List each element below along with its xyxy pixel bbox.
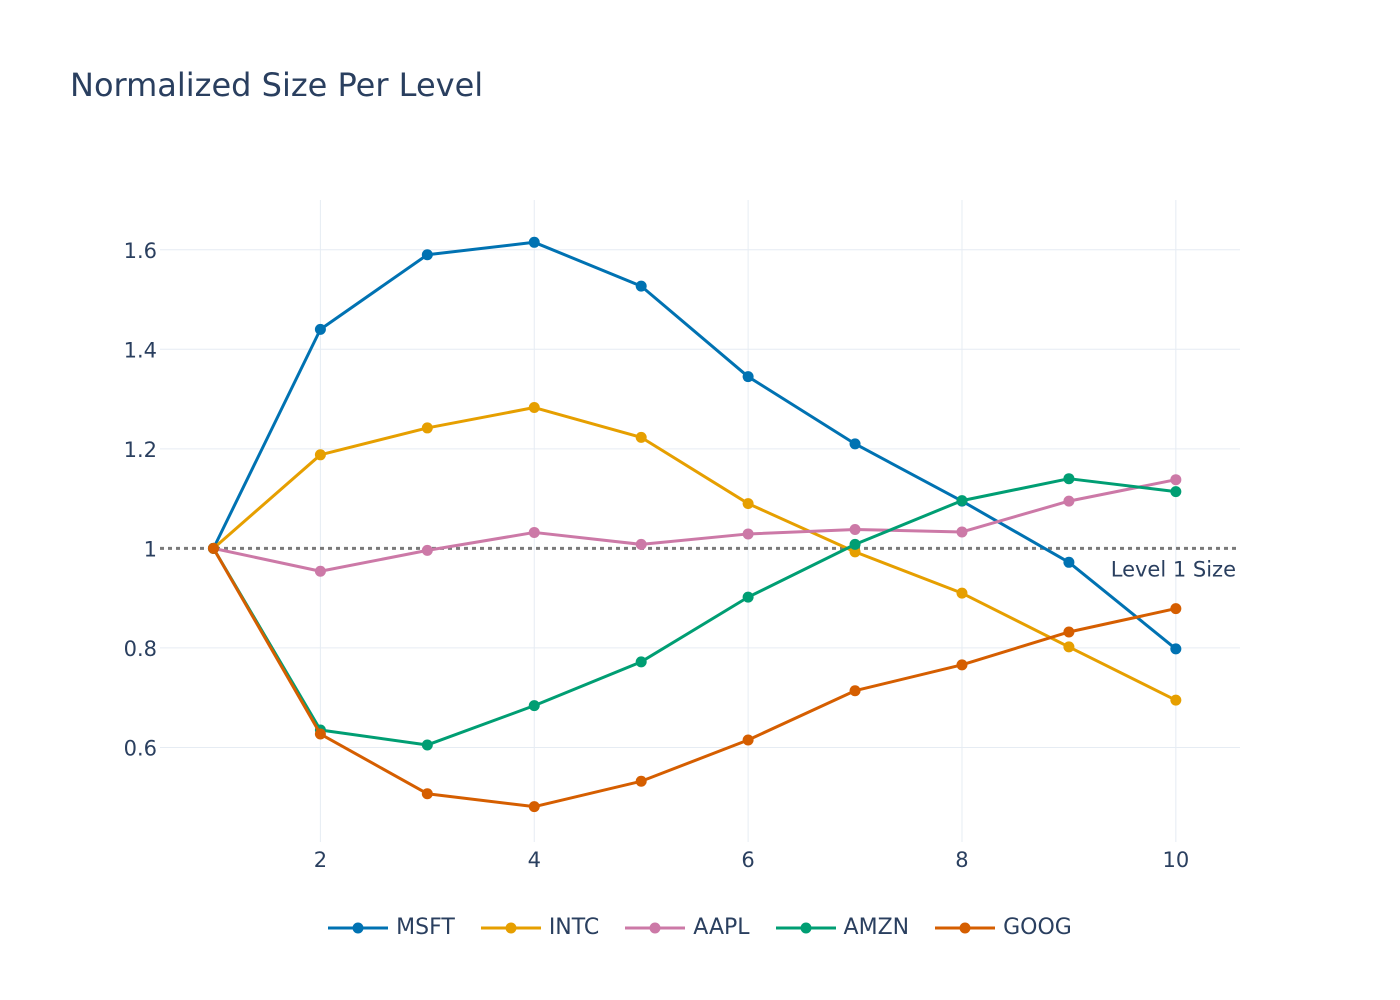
data-point	[635, 775, 647, 787]
data-point	[742, 528, 754, 540]
legend: MSFT INTC AAPL AMZN GOOG	[0, 915, 1400, 940]
x-tick-label: 2	[314, 848, 327, 872]
series-line	[212, 547, 1177, 809]
y-tick-label: 1.6	[124, 239, 157, 263]
data-point	[635, 280, 647, 292]
series-msft	[207, 236, 1182, 655]
data-point	[1063, 495, 1075, 507]
y-tick-label: 1.4	[124, 338, 157, 362]
legend-marker	[800, 922, 812, 933]
data-point	[956, 495, 968, 507]
data-point	[1063, 556, 1075, 568]
legend-label: INTC	[548, 915, 600, 940]
data-point	[742, 734, 754, 746]
series-aapl	[207, 474, 1182, 577]
series-amzn	[207, 473, 1182, 751]
legend-label: MSFT	[396, 915, 455, 940]
series-line	[212, 477, 1177, 747]
data-point	[1170, 643, 1182, 655]
x-tick-label: 4	[528, 848, 541, 872]
series-intc	[207, 402, 1182, 706]
data-point	[635, 656, 647, 668]
legend-marker	[649, 922, 661, 933]
data-point	[1063, 641, 1075, 653]
series-group	[207, 236, 1182, 813]
data-point	[1170, 603, 1182, 615]
data-point	[421, 788, 433, 800]
data-point	[314, 565, 326, 577]
legend-marker	[959, 922, 971, 933]
series-line	[213, 478, 1177, 573]
series-line	[212, 406, 1177, 702]
series-goog	[207, 542, 1182, 813]
axis-tick-labels: 2 4 6 8 10 0.6 0.8 1 1.2 1.4 1.6 Level 1 Size	[124, 239, 1236, 872]
data-point	[314, 323, 326, 335]
data-point	[635, 431, 647, 443]
data-point	[742, 371, 754, 383]
x-tick-label: 6	[741, 848, 754, 872]
data-point	[421, 249, 433, 261]
data-point	[528, 801, 540, 813]
legend-swatch	[480, 922, 541, 933]
legend-label: GOOG	[1003, 915, 1072, 940]
data-point	[421, 422, 433, 434]
legend-marker	[352, 922, 364, 933]
legend-item-amzn[interactable]: AMZN	[775, 915, 910, 940]
legend-item-aapl[interactable]: AAPL	[625, 915, 750, 940]
y-tick-label: 0.6	[124, 736, 157, 760]
data-point	[314, 449, 326, 461]
legend-swatch	[775, 922, 836, 933]
legend-item-goog[interactable]: GOOG	[935, 915, 1072, 940]
data-point	[314, 728, 326, 740]
data-point	[528, 526, 540, 538]
y-tick-label: 1	[144, 537, 157, 561]
x-tick-label: 10	[1162, 848, 1189, 872]
legend-swatch	[328, 922, 389, 933]
data-point	[742, 591, 754, 603]
legend-swatch	[935, 922, 996, 933]
legend-marker	[505, 922, 517, 933]
grid-lines	[160, 200, 1240, 842]
data-point	[528, 236, 540, 248]
series-line	[212, 240, 1177, 651]
data-point	[742, 498, 754, 510]
data-point	[849, 685, 861, 697]
data-point	[956, 659, 968, 671]
data-point	[1170, 486, 1182, 498]
chart-title: Normalized Size Per Level	[70, 66, 484, 104]
data-point	[956, 587, 968, 599]
data-point	[421, 544, 433, 556]
data-point	[528, 402, 540, 414]
data-point	[1170, 694, 1182, 706]
x-tick-label: 8	[955, 848, 968, 872]
legend-label: AAPL	[693, 915, 750, 940]
reference-line-label: Level 1 Size	[1111, 557, 1236, 581]
data-point	[1063, 626, 1075, 638]
y-tick-label: 0.8	[124, 637, 157, 661]
data-point	[1170, 474, 1182, 486]
legend-item-msft[interactable]: MSFT	[328, 915, 455, 940]
data-point	[1063, 473, 1075, 485]
legend-item-intc[interactable]: INTC	[480, 915, 600, 940]
y-tick-label: 1.2	[124, 438, 157, 462]
legend-swatch	[625, 922, 686, 933]
data-point	[421, 739, 433, 751]
legend-label: AMZN	[843, 915, 910, 940]
data-point	[956, 526, 968, 538]
data-point	[635, 538, 647, 550]
data-point	[849, 523, 861, 535]
data-point	[849, 538, 861, 550]
data-point	[528, 700, 540, 712]
data-point	[849, 438, 861, 450]
data-point	[207, 542, 219, 554]
